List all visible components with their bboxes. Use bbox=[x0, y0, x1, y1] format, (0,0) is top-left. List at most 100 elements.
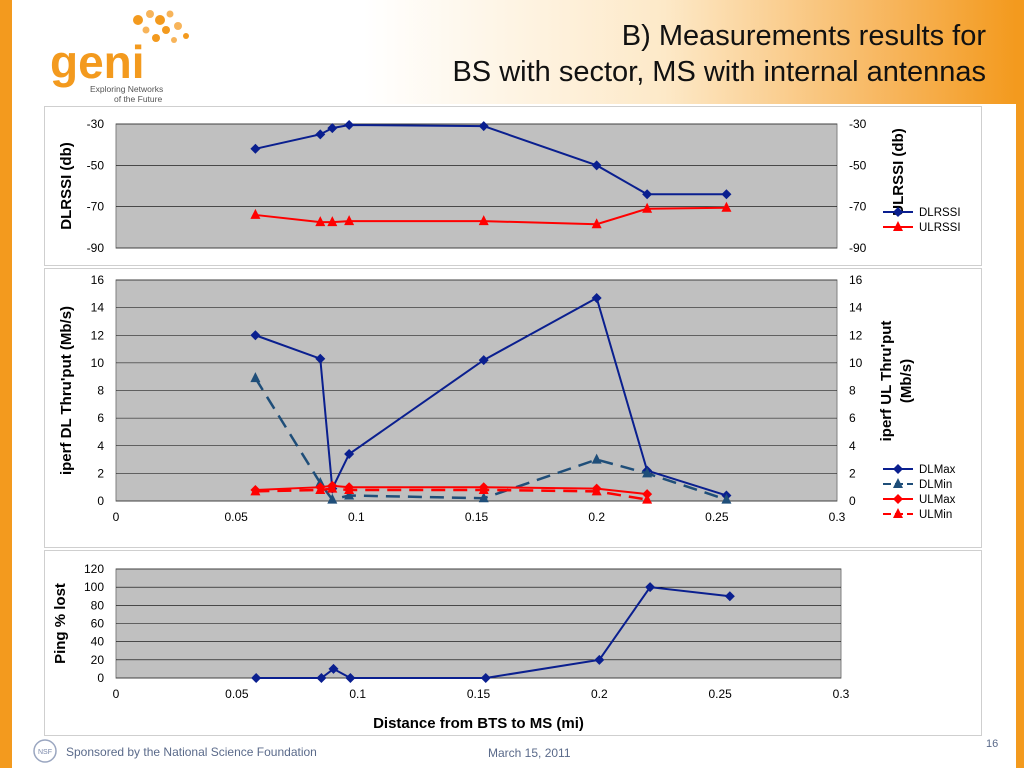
legend-marker bbox=[893, 221, 903, 231]
data-point bbox=[250, 208, 261, 219]
slide-title-line2: BS with sector, MS with internal antenna… bbox=[452, 56, 986, 88]
data-point bbox=[327, 482, 338, 493]
legend-marker bbox=[893, 508, 903, 518]
x-tick-label: 0.1 bbox=[348, 510, 365, 524]
data-point bbox=[316, 673, 327, 683]
data-point bbox=[328, 663, 339, 674]
legend-marker bbox=[893, 478, 903, 488]
legend-label: ULMin bbox=[919, 509, 952, 521]
y-tick-label: 6 bbox=[97, 411, 104, 425]
data-point bbox=[591, 160, 602, 171]
logo-wordmark: geni bbox=[50, 36, 145, 88]
x-tick-label: 0.05 bbox=[225, 687, 249, 701]
legend-label: ULMax bbox=[919, 494, 956, 506]
page-number: 16 bbox=[986, 738, 999, 750]
data-point bbox=[344, 489, 355, 500]
data-point bbox=[721, 493, 732, 504]
legend-label: DLMin bbox=[919, 479, 952, 491]
y-tick-label: 14 bbox=[91, 301, 105, 315]
y2-tick-label: 16 bbox=[849, 273, 863, 287]
data-point bbox=[315, 477, 326, 488]
y2-tick-label: 2 bbox=[849, 466, 856, 480]
data-point bbox=[478, 492, 489, 503]
y2-tick-label: 6 bbox=[849, 411, 856, 425]
y-tick-label: 120 bbox=[84, 562, 104, 576]
nsf-logo-text: NSF bbox=[38, 749, 52, 756]
data-point bbox=[327, 123, 338, 134]
legend: DLMax DLMin ULMax ULMin bbox=[883, 464, 956, 521]
data-point bbox=[344, 120, 355, 131]
ping-chart-panel: 0 20 40 60 80 100 120 0 0.05 0.1 0.15 0.2 0.25 0.3 Pin… bbox=[44, 550, 982, 736]
data-point bbox=[591, 485, 602, 496]
legend-label: DLRSSI bbox=[919, 207, 961, 219]
y-axis-label: Ping % lost bbox=[52, 583, 69, 664]
y-axis-label: iperf DL Thru'put (Mb/s) bbox=[58, 306, 75, 475]
series-dlmin bbox=[250, 372, 732, 504]
left-accent-bar bbox=[0, 0, 12, 768]
logo-tagline-1: Exploring Networks bbox=[90, 84, 163, 94]
legend-marker bbox=[893, 464, 903, 474]
y-tick-label: 80 bbox=[91, 598, 105, 612]
y-tick-label: -70 bbox=[87, 200, 105, 214]
footer-sponsor: Sponsored by the National Science Founda… bbox=[66, 745, 317, 759]
y-tick-label: 40 bbox=[91, 635, 105, 649]
data-point bbox=[315, 129, 326, 140]
y2-tick-label: 8 bbox=[849, 384, 856, 398]
data-point bbox=[721, 201, 732, 212]
data-point bbox=[344, 483, 355, 494]
x-tick-label: 0.1 bbox=[349, 687, 366, 701]
geni-logo: geni Exploring Networks of the Future bbox=[50, 10, 189, 104]
x-tick-label: 0 bbox=[113, 510, 120, 524]
data-point bbox=[591, 292, 602, 303]
y-tick-label: 0 bbox=[97, 671, 104, 685]
rssi-chart: -30 -30 -50 -50 -70 -70 -90 -90 DLRSSI (db) ULRSS… bbox=[58, 117, 961, 255]
y2-tick-label: -50 bbox=[849, 158, 867, 172]
data-point bbox=[721, 189, 732, 200]
slide-title: B) Measurements results for BS with sect… bbox=[452, 18, 986, 90]
x-tick-label: 0.15 bbox=[465, 510, 489, 524]
y2-tick-label: 14 bbox=[849, 301, 863, 315]
legend-label: DLMax bbox=[919, 464, 956, 476]
data-point bbox=[250, 372, 261, 383]
x-tick-label: 0 bbox=[113, 687, 120, 701]
data-point bbox=[724, 591, 735, 602]
series-ulmin bbox=[250, 482, 653, 504]
x-tick-label: 0.2 bbox=[588, 510, 605, 524]
y2-tick-label: -30 bbox=[849, 117, 867, 131]
data-point bbox=[251, 673, 262, 683]
throughput-chart-panel: 0 0 2 2 4 4 6 6 8 8 10 10 12 12 14 14 16 16 0 0.05 0.1 0.15 0.… bbox=[44, 268, 982, 548]
data-point bbox=[478, 483, 489, 494]
nsf-logo: NSF bbox=[33, 739, 57, 763]
data-point bbox=[315, 216, 326, 227]
series-line bbox=[254, 377, 727, 502]
data-point bbox=[594, 654, 605, 665]
x-tick-label: 0.15 bbox=[467, 687, 491, 701]
data-point bbox=[642, 493, 653, 504]
y-tick-label: 8 bbox=[97, 384, 104, 398]
x-tick-label: 0.25 bbox=[705, 510, 729, 524]
header-band bbox=[12, 0, 1016, 104]
y-tick-label: -90 bbox=[87, 241, 105, 255]
data-point bbox=[315, 483, 326, 494]
x-tick-label: 0.3 bbox=[833, 687, 850, 701]
data-point bbox=[344, 449, 355, 460]
data-point bbox=[250, 143, 261, 154]
x-tick-label: 0.2 bbox=[591, 687, 608, 701]
data-point bbox=[645, 582, 656, 593]
legend-label: ULRSSI bbox=[919, 222, 961, 234]
series-ulrssi bbox=[250, 201, 732, 229]
y-tick-label: 2 bbox=[97, 466, 104, 480]
logo-tagline-2: of the Future bbox=[114, 94, 162, 104]
y-tick-label: 12 bbox=[91, 328, 105, 342]
data-point bbox=[250, 330, 261, 341]
y2-tick-label: 12 bbox=[849, 328, 863, 342]
y-axis-label: DLRSSI (db) bbox=[58, 142, 75, 230]
x-axis-label: Distance from BTS to MS (mi) bbox=[373, 715, 584, 732]
data-point bbox=[642, 467, 653, 478]
x-tick-label: 0.3 bbox=[829, 510, 846, 524]
series-ping-lost bbox=[251, 582, 735, 683]
data-point bbox=[315, 353, 326, 364]
y2-tick-label: -90 bbox=[849, 241, 867, 255]
data-point bbox=[642, 189, 653, 200]
